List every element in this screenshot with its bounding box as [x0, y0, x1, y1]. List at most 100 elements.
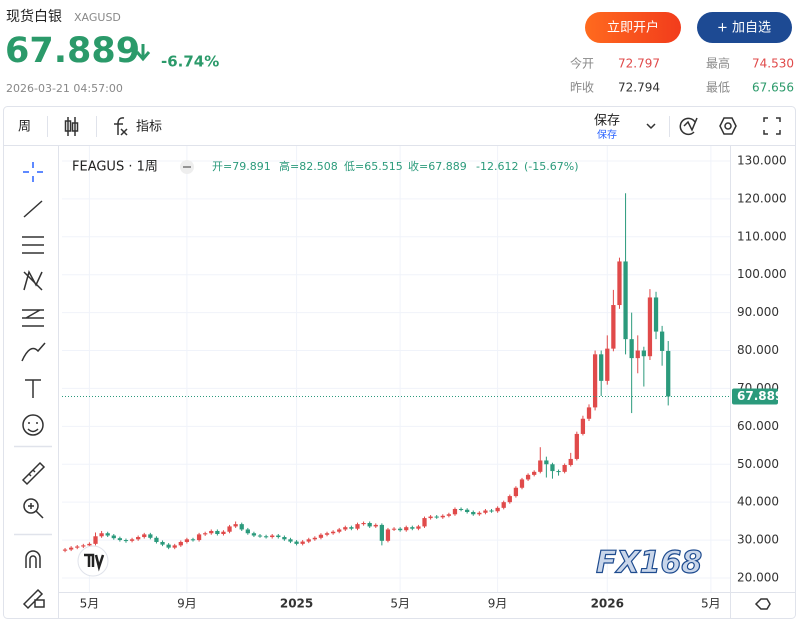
- stat-value: 67.656: [752, 81, 794, 95]
- candle-body: [525, 474, 531, 480]
- ohlc-high: 高=82.508: [279, 159, 338, 173]
- candle-body: [306, 539, 311, 542]
- candle-body: [361, 523, 366, 525]
- lock-draw-tool[interactable]: [22, 588, 45, 610]
- measure-tool[interactable]: [21, 461, 46, 486]
- candle-body: [154, 537, 159, 542]
- compare-button[interactable]: [679, 117, 698, 136]
- stat-label: 昨收: [570, 81, 594, 95]
- watchlist-label[interactable]: + 加自选: [717, 21, 771, 36]
- candle-body: [629, 339, 634, 359]
- ohlc-change-pct: (-15.67%): [524, 160, 579, 173]
- indicators-button[interactable]: 指标: [136, 120, 162, 135]
- trend-line-tool[interactable]: [23, 200, 43, 218]
- candle-body: [300, 541, 305, 544]
- x-tick-label: 2025: [280, 597, 313, 611]
- y-tick-label: 40.000: [737, 495, 779, 509]
- candle-body: [184, 539, 190, 542]
- ohlc-change: -12.612: [476, 160, 518, 173]
- zoom-tool[interactable]: [23, 498, 39, 514]
- candle-body: [166, 544, 171, 548]
- x-tick-label: 2026: [591, 597, 624, 611]
- candle-body: [288, 539, 293, 542]
- candle-body: [75, 546, 80, 548]
- candle-body: [477, 512, 482, 515]
- open-account-button[interactable]: [585, 12, 681, 43]
- candle-body: [465, 509, 470, 513]
- candle-body: [148, 534, 153, 538]
- candle-body: [196, 534, 202, 541]
- pattern-tool[interactable]: [23, 270, 43, 291]
- stat-value: 72.797: [618, 57, 660, 71]
- candle-body: [659, 331, 665, 351]
- candle-body: [410, 527, 415, 529]
- drawing-tools: [14, 162, 52, 610]
- candle-body: [324, 533, 330, 535]
- chart-symbol: FEAGUS · 1周: [72, 160, 158, 175]
- candle-body: [556, 471, 561, 473]
- candle-body: [367, 523, 372, 527]
- candle-body: [142, 534, 147, 538]
- y-tick-label: 80.000: [737, 343, 779, 357]
- candle-body: [263, 536, 269, 538]
- fullscreen-button[interactable]: [763, 117, 781, 135]
- text-tool[interactable]: [25, 379, 41, 398]
- candle-body: [440, 515, 445, 518]
- fib-tool[interactable]: [22, 236, 44, 254]
- candle-body: [270, 535, 275, 538]
- candle-body: [653, 297, 659, 332]
- candle-body: [483, 510, 488, 513]
- y-tick-label: 120.000: [737, 191, 787, 205]
- candle-body: [586, 407, 592, 419]
- watchlist-button[interactable]: [697, 12, 792, 43]
- candle-body: [641, 350, 646, 357]
- down-arrow: [135, 44, 151, 62]
- open-account-label[interactable]: 立即开户: [607, 20, 659, 36]
- candle-body: [544, 460, 549, 465]
- candle-body: [355, 524, 360, 529]
- stat-label: 最高: [706, 56, 730, 71]
- save-status: 保存: [597, 128, 617, 141]
- candle-body: [495, 507, 500, 512]
- candle-body: [117, 538, 123, 541]
- candle-body: [379, 524, 384, 541]
- candle-body: [666, 350, 671, 397]
- y-tick-label: 60.000: [737, 419, 779, 433]
- crosshair-tool[interactable]: [23, 162, 43, 182]
- change-pct: -6.74%: [161, 53, 219, 71]
- fx-icon[interactable]: [114, 117, 128, 136]
- settings-button[interactable]: [719, 117, 737, 135]
- candle-body: [178, 541, 183, 546]
- stat-value: 72.794: [618, 81, 660, 95]
- candle-body: [123, 540, 129, 542]
- magnet-tool[interactable]: [25, 550, 41, 568]
- candle-body: [136, 537, 141, 540]
- candle-body: [647, 297, 653, 357]
- projection-tool[interactable]: [22, 309, 44, 327]
- candle-body: [452, 508, 458, 515]
- candle-body: [519, 479, 525, 488]
- save-menu-chevron[interactable]: [646, 123, 656, 130]
- stat-value: 74.530: [752, 57, 794, 71]
- save-button[interactable]: 保存: [594, 114, 620, 129]
- emoji-face: [27, 422, 39, 433]
- watermark: FX168: [596, 546, 702, 581]
- candle-body: [605, 348, 610, 381]
- axis-settings-button[interactable]: [754, 598, 771, 610]
- instrument-symbol: XAGUSD: [74, 11, 121, 24]
- candle-type-button[interactable]: [64, 117, 79, 136]
- period-button[interactable]: 周: [18, 120, 31, 135]
- candle-body: [129, 539, 135, 541]
- candle-body: [349, 527, 354, 529]
- emoji-tool[interactable]: [22, 414, 44, 436]
- brush-tool[interactable]: [21, 342, 46, 362]
- x-tick-label: 5月: [701, 597, 721, 611]
- y-tick-label: 30.000: [737, 533, 779, 547]
- candle-body: [611, 305, 616, 349]
- y-tick-label: 130.000: [737, 153, 787, 167]
- candle-body: [227, 526, 232, 532]
- candle-body: [294, 541, 299, 544]
- plot-area: 20.00030.00040.00050.00060.00070.00080.0…: [62, 146, 787, 611]
